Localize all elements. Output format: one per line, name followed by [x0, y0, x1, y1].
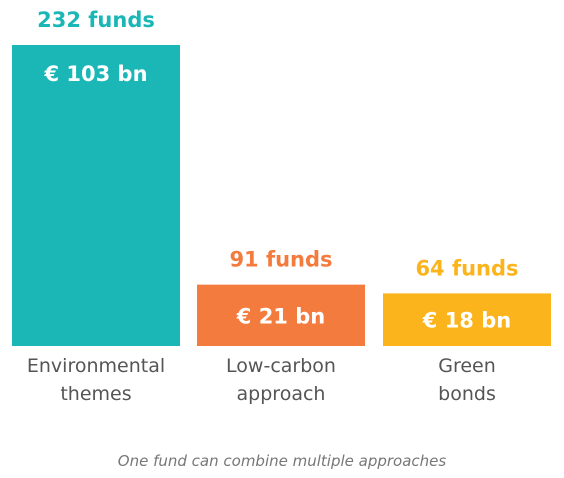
bar-2	[383, 293, 551, 346]
category-label-2-line-1: bonds	[438, 383, 496, 405]
fund-count-label-0: 232 funds	[37, 8, 155, 32]
value-label-1: € 21 bn	[236, 304, 325, 328]
category-label-2-line-0: Green	[438, 355, 496, 377]
fund-count-label-1: 91 funds	[229, 248, 332, 272]
category-label-1-line-0: Low-carbon	[226, 355, 336, 377]
value-label-0: € 103 bn	[43, 62, 147, 86]
chart-footnote: One fund can combine multiple approaches	[117, 452, 447, 470]
bar-1	[197, 284, 365, 346]
category-label-1-line-1: approach	[237, 383, 326, 405]
fund-count-label-2: 64 funds	[415, 256, 518, 280]
value-label-2: € 18 bn	[422, 309, 511, 333]
bar-0	[12, 45, 180, 346]
category-label-0-line-0: Environmental	[27, 355, 165, 377]
category-label-0-line-1: themes	[60, 383, 131, 405]
